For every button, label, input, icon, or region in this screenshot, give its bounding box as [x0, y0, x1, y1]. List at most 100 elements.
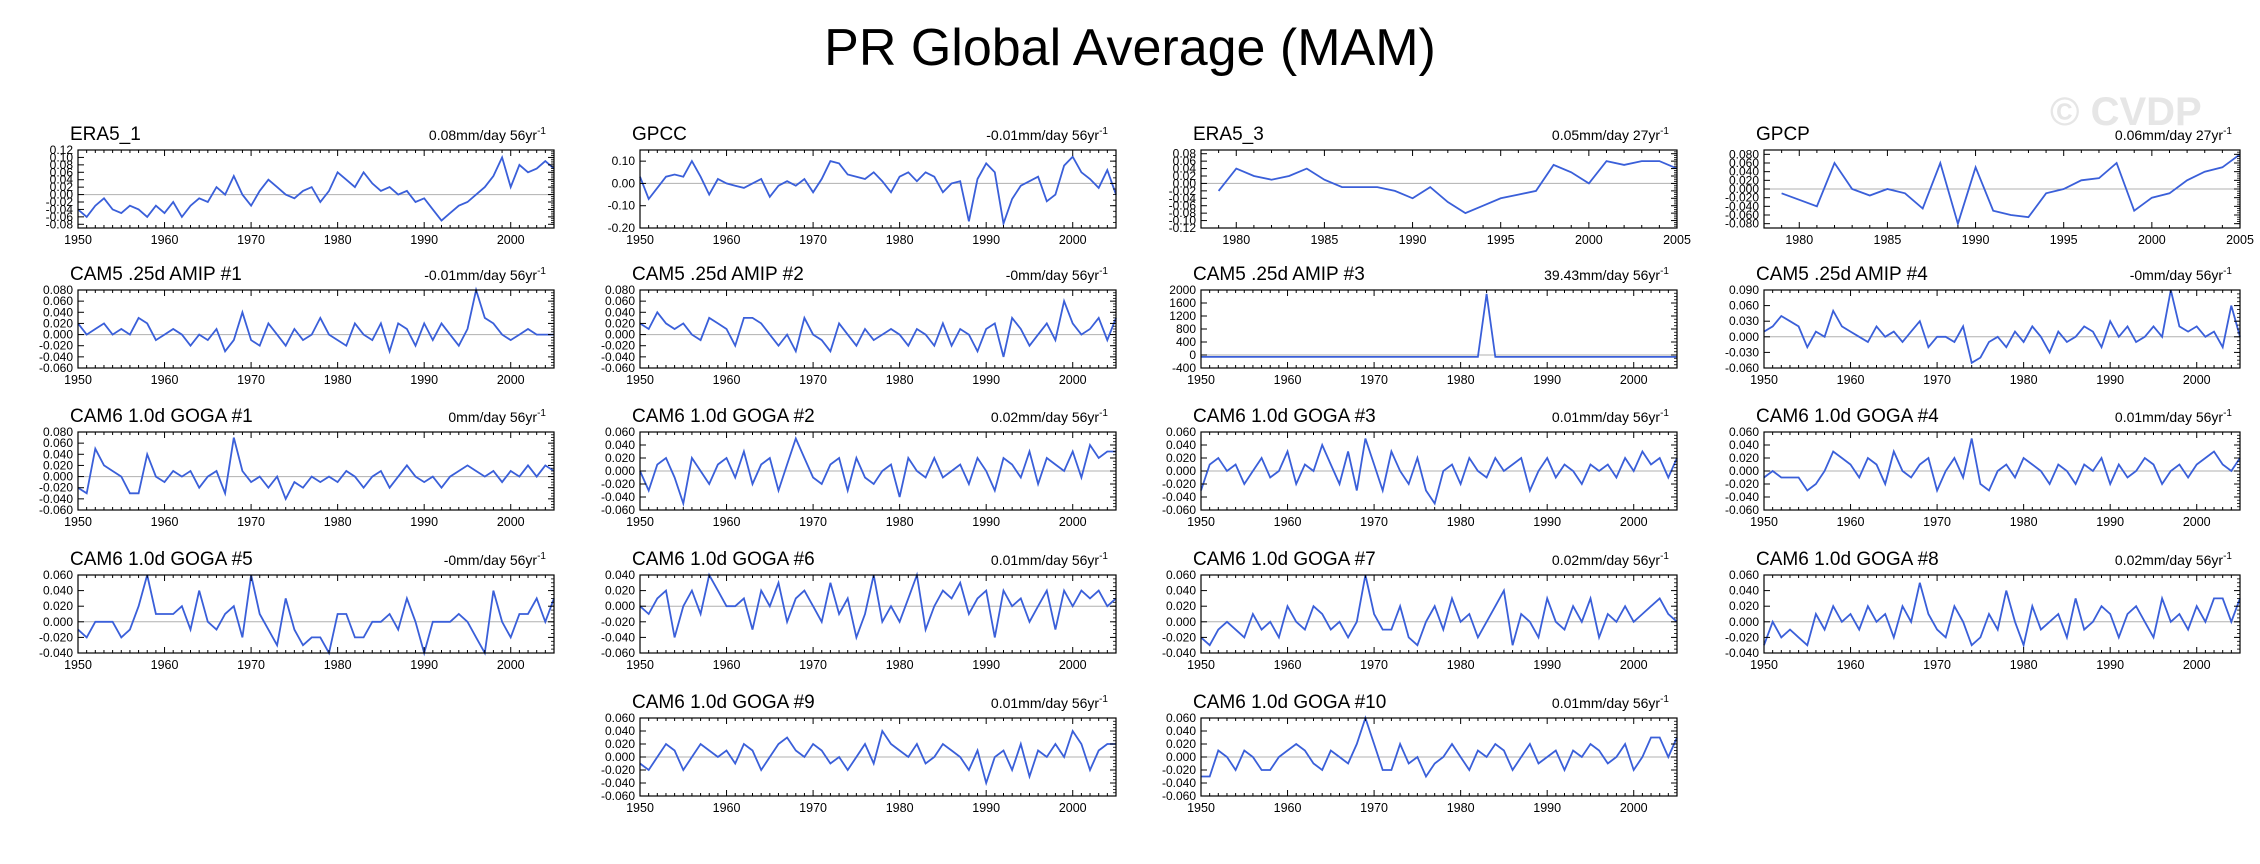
y-tick-label: 0.12: [50, 143, 74, 157]
x-tick-label: 1980: [886, 233, 914, 247]
series-line: [1200, 438, 1678, 506]
x-tick-label: 1970: [237, 515, 265, 529]
x-tick-label: 1960: [1274, 515, 1302, 529]
y-tick-label: 0.060: [1729, 425, 1759, 439]
x-tick-label: 1970: [237, 233, 265, 247]
trend-label: -0.01mm/day 56yr-1: [424, 266, 546, 283]
y-tick-label: 0.040: [1166, 438, 1196, 452]
y-tick-label: 0.020: [1166, 737, 1196, 751]
y-tick-label: 0.000: [605, 464, 635, 478]
trend-label: 0.01mm/day 56yr-1: [2115, 408, 2233, 425]
series-line: [1217, 160, 1678, 215]
y-tick-label: 0.000: [43, 328, 73, 342]
x-tick-label: 1970: [1360, 801, 1388, 815]
y-tick-label: 0.000: [1166, 464, 1196, 478]
y-tick-label: 0.000: [1729, 330, 1759, 344]
y-tick-label: 0.04: [1173, 162, 1197, 176]
y-tick-label: -0.060: [1162, 789, 1196, 803]
y-tick-label: 0.00: [1173, 176, 1197, 190]
y-tick-label: 2000: [1169, 283, 1196, 297]
y-tick-label: 0.060: [43, 568, 73, 582]
x-tick-label: 2000: [1059, 515, 1087, 529]
x-tick-label: 1950: [626, 515, 654, 529]
y-tick-label: -0.040: [601, 490, 635, 504]
x-tick-label: 1950: [626, 658, 654, 672]
y-tick-label: -0.080: [1725, 217, 1759, 231]
y-tick-label: -0.02: [1169, 184, 1197, 198]
trend-exponent: -1: [2223, 126, 2232, 137]
x-tick-label: 1980: [886, 801, 914, 815]
y-tick-label: 0.020: [43, 458, 73, 472]
x-tick-label: 2000: [1620, 373, 1648, 387]
panel-cam6-1-0d-goga-5: CAM6 1.0d GOGA #5 -0mm/day 56yr-1 1950 1960…: [39, 549, 555, 672]
y-tick-label: -0.060: [39, 503, 73, 517]
y-tick-label: 0.040: [43, 447, 73, 461]
panel-label: ERA5_3: [1193, 124, 1264, 145]
x-tick-label: 1990: [2096, 373, 2124, 387]
y-tick-label: 0.060: [1729, 568, 1759, 582]
y-tick-label: -0.020: [601, 615, 635, 629]
trend-exponent: -1: [1660, 694, 1669, 705]
y-tick-label: 0.000: [43, 470, 73, 484]
x-tick-label: 1970: [1360, 658, 1388, 672]
x-tick-label: 1980: [1447, 515, 1475, 529]
trend-label: 0.01mm/day 56yr-1: [1552, 694, 1670, 711]
y-tick-label: -0.020: [1162, 477, 1196, 491]
x-tick-label: 1950: [64, 373, 92, 387]
x-tick-label: 1980: [2010, 515, 2038, 529]
x-tick-label: 1990: [1962, 233, 1990, 247]
x-tick-label: 1950: [1750, 658, 1778, 672]
x-tick-label: 1980: [324, 373, 352, 387]
y-tick-label: 0.000: [1729, 182, 1759, 196]
y-tick-label: 0.020: [605, 584, 635, 598]
panel-label: GPCP: [1756, 124, 1810, 145]
y-tick-label: 0.040: [43, 305, 73, 319]
y-tick-label: 0.060: [1729, 156, 1759, 170]
y-tick-label: 0.040: [605, 724, 635, 738]
panel-label: CAM6 1.0d GOGA #2: [632, 406, 815, 427]
y-tick-label: 0.030: [1729, 314, 1759, 328]
trend-value: 0.02mm/day 56yr: [1552, 552, 1660, 568]
x-tick-label: 1980: [886, 515, 914, 529]
x-tick-label: 1995: [1487, 233, 1515, 247]
x-tick-label: 1990: [972, 233, 1000, 247]
trend-label: -0mm/day 56yr-1: [1006, 266, 1109, 283]
y-tick-label: -0.020: [601, 763, 635, 777]
x-tick-label: 1980: [2010, 373, 2038, 387]
panel-era5-3: ERA5_3 0.05mm/day 27yr-1 1980 1985 1990 1995 2…: [1169, 124, 1691, 247]
y-tick-label: 0.060: [1729, 299, 1759, 313]
x-tick-label: 2000: [497, 373, 525, 387]
x-tick-label: 1950: [626, 373, 654, 387]
y-tick-label: 0.08: [50, 158, 74, 172]
plot-frame: [639, 574, 1117, 654]
series-line: [1200, 574, 1678, 647]
y-tick-label: 1200: [1169, 309, 1196, 323]
x-tick-label: 1990: [1533, 801, 1561, 815]
y-tick-label: -0.060: [1162, 503, 1196, 517]
y-tick-label: -0.060: [39, 361, 73, 375]
trend-label: 0.08mm/day 56yr-1: [429, 126, 547, 143]
panel-label: CAM6 1.0d GOGA #7: [1193, 549, 1376, 570]
panel-cam6-1-0d-goga-7: CAM6 1.0d GOGA #7 0.02mm/day 56yr-1 1950 19…: [1162, 549, 1678, 672]
trend-value: 0.06mm/day 27yr: [2115, 127, 2223, 143]
series-line: [77, 437, 555, 502]
panel-label: CAM5 .25d AMIP #4: [1756, 264, 1928, 285]
y-tick-label: -0.040: [601, 350, 635, 364]
series-line: [1201, 293, 1677, 358]
y-tick-label: -0.20: [608, 221, 636, 235]
y-tick-label: 0.000: [1729, 615, 1759, 629]
x-tick-label: 1995: [2050, 233, 2078, 247]
y-tick-label: 0.10: [50, 150, 74, 164]
x-tick-label: 1970: [1923, 515, 1951, 529]
x-tick-label: 1950: [1187, 515, 1215, 529]
y-tick-label: -0.020: [1162, 630, 1196, 644]
panel-cam5-25d-amip-4: CAM5 .25d AMIP #4 -0mm/day 56yr-1 1950 1960…: [1725, 264, 2241, 387]
y-tick-label: 0.02: [50, 180, 74, 194]
panel-label: CAM6 1.0d GOGA #1: [70, 406, 253, 427]
x-tick-label: 1950: [64, 233, 92, 247]
series-line: [639, 571, 1117, 641]
plot-frame: [1200, 574, 1678, 654]
x-tick-label: 1950: [626, 801, 654, 815]
y-tick-label: 0.10: [612, 154, 636, 168]
